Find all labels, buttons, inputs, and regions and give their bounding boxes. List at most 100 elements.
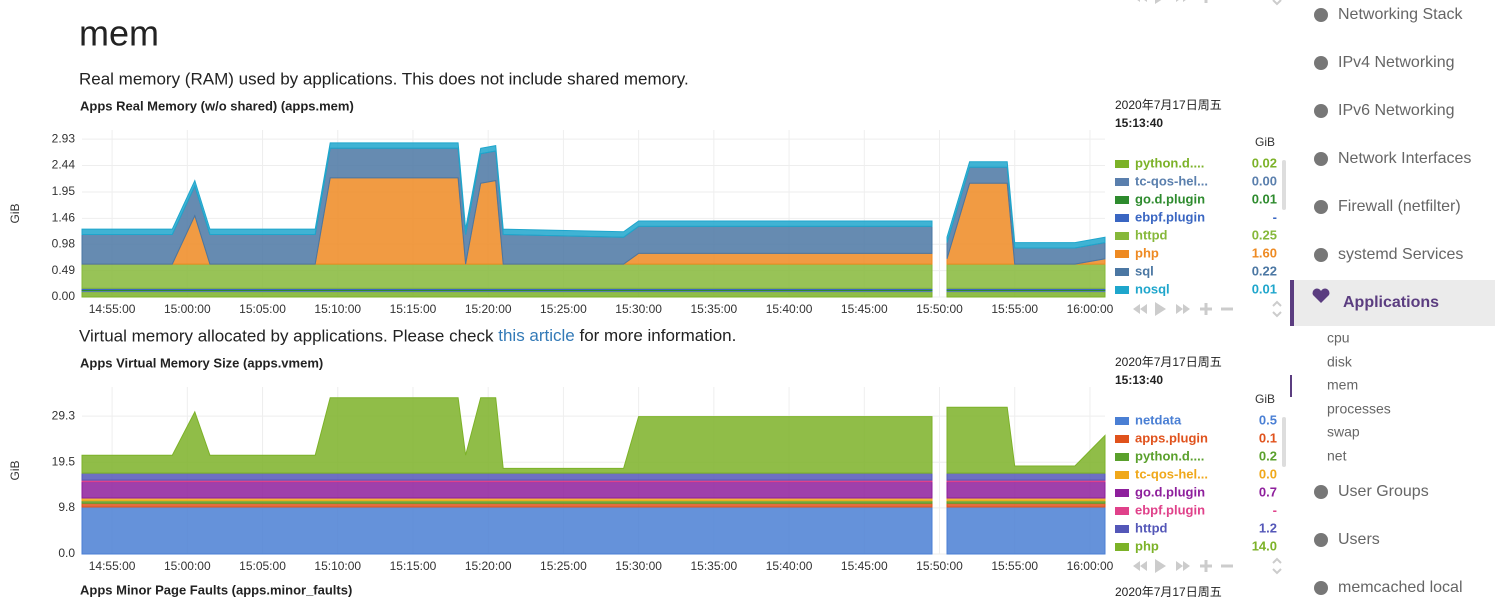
nav-subitem[interactable]: cpu xyxy=(1327,330,1350,346)
legend-name[interactable]: apps.plugin xyxy=(1135,430,1208,445)
sidebar: Applications Networking Stack IPv4 Networ… xyxy=(1290,6,1495,596)
nav-zoom-in[interactable] xyxy=(1200,303,1212,315)
nav-item[interactable]: Networking Stack xyxy=(1338,6,1463,23)
legend-name[interactable]: netdata xyxy=(1135,412,1182,427)
legend-name[interactable]: python.d.... xyxy=(1135,155,1204,170)
nav-zoom-in[interactable] xyxy=(1200,0,1212,3)
description-after: for more information. xyxy=(575,326,737,345)
nav-item[interactable]: IPv6 Networking xyxy=(1338,102,1455,119)
x-tick-label: 15:20:00 xyxy=(465,0,512,3)
next-chart-date: 2020年7月17日周五 xyxy=(1115,585,1222,597)
nav-icon xyxy=(1314,485,1328,499)
legend-value: 0.2 xyxy=(1259,448,1277,463)
legend-swatch xyxy=(1115,543,1129,551)
nav-subitem[interactable]: disk xyxy=(1327,354,1353,370)
x-tick-label: 15:25:00 xyxy=(540,302,587,316)
nav-item[interactable]: IPv4 Networking xyxy=(1338,54,1455,71)
legend-name[interactable]: tc-qos-hel... xyxy=(1135,173,1208,188)
legend-value: 0.01 xyxy=(1252,191,1277,206)
x-tick-label: 15:20:00 xyxy=(465,302,512,316)
y-tick-label: 1.46 xyxy=(52,211,76,225)
nav-zoom-in[interactable] xyxy=(1200,560,1212,572)
x-tick-label: 15:50:00 xyxy=(916,0,963,3)
x-tick-label: 15:25:00 xyxy=(540,559,587,573)
nav-subitem[interactable]: swap xyxy=(1327,424,1360,440)
legend-name[interactable]: go.d.plugin xyxy=(1135,484,1205,499)
x-tick-label: 15:05:00 xyxy=(239,302,286,316)
nav-play[interactable] xyxy=(1155,0,1166,4)
legend-value: 0.1 xyxy=(1259,430,1277,445)
nav-back[interactable] xyxy=(1133,304,1147,314)
nav-forward[interactable] xyxy=(1176,304,1190,314)
resize-handle[interactable] xyxy=(1272,557,1282,575)
nav-back[interactable] xyxy=(1133,561,1147,571)
legend-swatch xyxy=(1115,160,1129,168)
x-tick-label: 15:35:00 xyxy=(690,559,737,573)
nav-icon xyxy=(1314,533,1328,547)
x-tick-label: 15:10:00 xyxy=(314,0,361,3)
legend-scrollbar xyxy=(1282,160,1286,210)
nav-subitem[interactable]: processes xyxy=(1327,401,1391,417)
nav-item[interactable]: User Groups xyxy=(1338,483,1429,500)
nav-icon xyxy=(1314,152,1328,166)
legend-name[interactable]: python.d.... xyxy=(1135,448,1204,463)
active-item-bar xyxy=(1290,280,1294,326)
legend-swatch xyxy=(1115,525,1129,533)
legend-name[interactable]: ebpf.plugin xyxy=(1135,502,1205,517)
nav-forward[interactable] xyxy=(1176,0,1190,2)
description-link[interactable]: this article xyxy=(498,326,575,345)
x-tick-label: 15:10:00 xyxy=(314,302,361,316)
y-tick-label: 0.49 xyxy=(52,263,76,277)
nav-back[interactable] xyxy=(1133,0,1147,2)
y-tick-label: 0.98 xyxy=(52,236,76,250)
area-series xyxy=(81,291,1106,298)
nav-item[interactable]: Users xyxy=(1338,531,1380,548)
x-tick-label: 15:15:00 xyxy=(390,302,437,316)
x-tick-label: 15:55:00 xyxy=(991,559,1038,573)
unit-label: GiB xyxy=(1255,392,1275,406)
x-tick-label: 15:45:00 xyxy=(841,0,888,3)
chart-description: Real memory (RAM) used by applications. … xyxy=(79,69,689,88)
nav-play[interactable] xyxy=(1155,559,1166,573)
x-tick-label: 15:40:00 xyxy=(766,0,813,3)
legend-name[interactable]: go.d.plugin xyxy=(1135,191,1205,206)
chart: Real memory (RAM) used by applications. … xyxy=(8,69,1286,316)
x-tick-label: 16:00:00 xyxy=(1067,0,1114,3)
legend-value: 0.00 xyxy=(1252,173,1277,188)
x-tick-label: 15:25:00 xyxy=(540,0,587,3)
unit-label: GiB xyxy=(1255,135,1275,149)
nav-item[interactable]: systemd Services xyxy=(1338,246,1463,263)
y-tick-label: 2.93 xyxy=(52,131,76,145)
legend-name[interactable]: nosql xyxy=(1135,281,1170,296)
legend-swatch xyxy=(1115,417,1129,425)
resize-handle[interactable] xyxy=(1272,300,1282,318)
x-tick-label: 14:55:00 xyxy=(89,302,136,316)
nav-forward[interactable] xyxy=(1176,561,1190,571)
legend-name[interactable]: tc-qos-hel... xyxy=(1135,466,1208,481)
x-tick-label: 15:35:00 xyxy=(690,302,737,316)
nav-item[interactable]: memcached local xyxy=(1338,579,1463,596)
legend-name[interactable]: php xyxy=(1135,538,1159,553)
nav-subitem[interactable]: mem xyxy=(1327,377,1358,393)
legend-name[interactable]: ebpf.plugin xyxy=(1135,209,1205,224)
x-tick-label: 15:30:00 xyxy=(615,302,662,316)
legend-value: 1.2 xyxy=(1259,520,1277,535)
legend-swatch xyxy=(1115,196,1129,204)
legend-name[interactable]: sql xyxy=(1135,263,1154,278)
nav-play[interactable] xyxy=(1155,302,1166,316)
x-tick-label: 15:55:00 xyxy=(991,0,1038,3)
y-tick-label: 9.8 xyxy=(58,500,75,514)
x-tick-label: 16:00:00 xyxy=(1067,302,1114,316)
nav-subitem[interactable]: net xyxy=(1327,448,1347,464)
y-axis-label: GiB xyxy=(8,460,22,480)
nav-item[interactable]: Firewall (netfilter) xyxy=(1338,198,1461,215)
legend-value: - xyxy=(1273,209,1277,224)
legend-name[interactable]: php xyxy=(1135,245,1159,260)
nav-item[interactable]: Network Interfaces xyxy=(1338,150,1471,167)
nav-item-active[interactable]: Applications xyxy=(1343,294,1439,311)
legend-name[interactable]: httpd xyxy=(1135,520,1168,535)
legend-name[interactable]: httpd xyxy=(1135,227,1168,242)
x-tick-label: 15:00:00 xyxy=(164,302,211,316)
resize-handle[interactable] xyxy=(1272,0,1282,6)
area-series xyxy=(81,472,1106,481)
